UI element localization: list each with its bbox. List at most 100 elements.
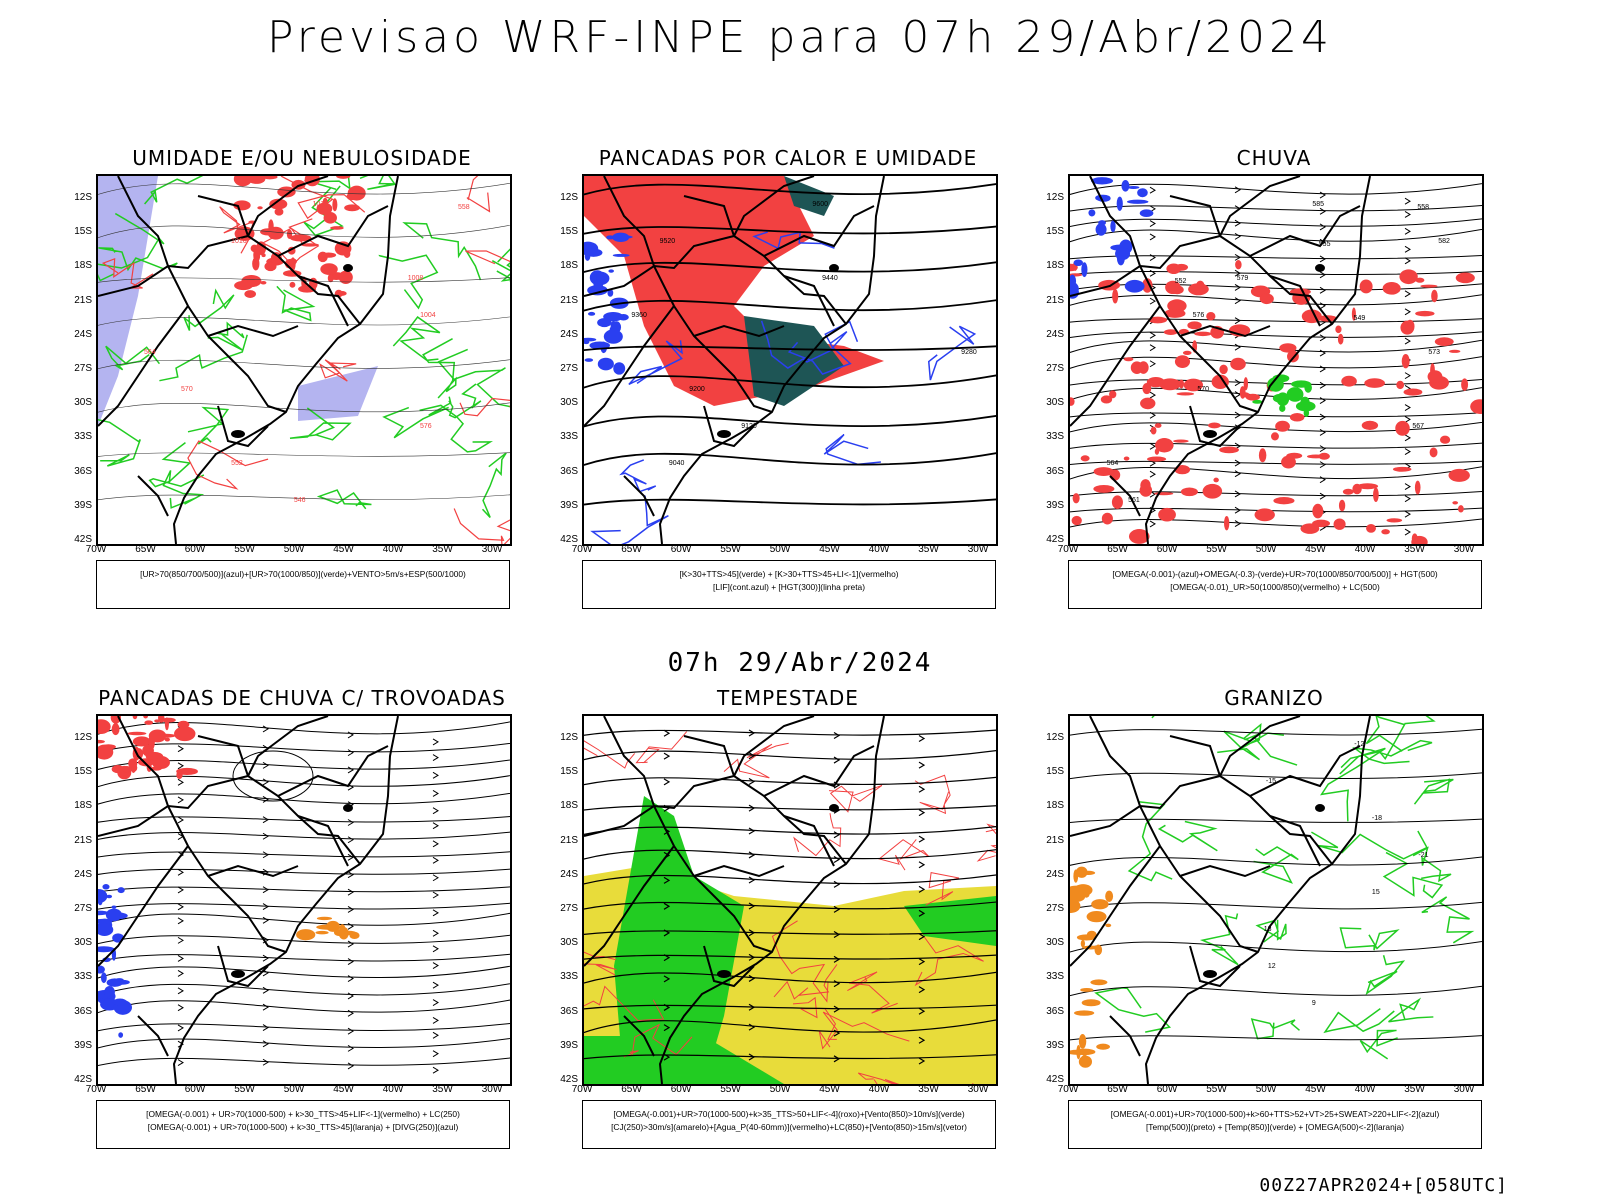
lat-tick-label: 15S (560, 766, 578, 778)
contour-label: 573 (1428, 349, 1440, 356)
lat-tick-label: 21S (1046, 834, 1064, 846)
lat-tick-label: 39S (74, 1039, 92, 1051)
contour-label: 552 (231, 460, 243, 467)
map-area: -12 -15 -18 -21 15 18 12 9 (1068, 714, 1484, 1086)
legend-line: [OMEGA(-0.001)+UR>70(1000-500)+k>60+TTS>… (1110, 1109, 1440, 1119)
streamlines (584, 729, 996, 1065)
panel-legend: [UR>70(850/700/500)](azul)+[UR>70(1000/8… (96, 560, 510, 609)
wind-green-fill (614, 796, 744, 1084)
contour-label: 555 (1319, 241, 1331, 248)
lat-tick-label: 12S (74, 732, 92, 743)
lat-tick-label: 21S (74, 294, 92, 306)
lat-tick-label: 36S (560, 465, 578, 477)
contour-label: 579 (1237, 275, 1249, 282)
contour-label: -18 (1372, 815, 1382, 822)
map-canvas: 9600 9520 9440 9360 9280 9200 9120 9040 (584, 176, 996, 544)
contour-label: 9040 (669, 460, 685, 467)
contour-label: -21 (1418, 852, 1428, 859)
lon-tick-label: 50W (1255, 544, 1277, 555)
contour-label: 567 (1412, 423, 1424, 430)
lon-tick-label: 65W (1107, 1084, 1128, 1095)
map-area (96, 714, 512, 1086)
lat-tick-label: 33S (560, 431, 578, 443)
map-area: 1012 1016 1008 1004 564 570 576 552 546 558 (96, 174, 512, 546)
lat-tick-label: 21S (74, 834, 92, 846)
blue-cells (1070, 177, 1154, 299)
contour-label: 558 (458, 204, 470, 211)
lon-tick-label: 55W (234, 1084, 255, 1095)
lat-tick-label: 33S (560, 971, 578, 983)
lat-tick-label: 36S (560, 1005, 578, 1017)
closed-circulation (232, 750, 314, 802)
legend-line: [UR>70(850/700/500)](azul)+[UR>70(1000/8… (140, 569, 466, 579)
legend-line: [K>30+TTS>45](verde) + [K>30+TTS>45+LI<-… (679, 569, 899, 579)
contour-label: 570 (1197, 386, 1209, 393)
contour-labels: 1012 1016 1008 1004 564 570 576 552 546 558 (144, 201, 470, 504)
legend-line: [OMEGA(-0.001) + UR>70(1000-500) + k>30_… (146, 1109, 460, 1119)
contour-label: 582 (1438, 238, 1450, 245)
legend-line: [LIF](cont.azul) + [HGT(300)](linha pret… (713, 582, 865, 592)
panel-legend: [OMEGA(-0.001) + UR>70(1000-500) + k>30_… (96, 1100, 510, 1149)
panel-title: TEMPESTADE (717, 686, 859, 710)
blue-cells (584, 232, 633, 375)
forecast-panel-4: PANCADAS DE CHUVA C/ TROVOADAS 12S 15S 18S 2… (56, 686, 548, 1172)
lat-tick-label: 18S (74, 800, 92, 812)
legend-line: [OMEGA(-0.01)_UR>50(1000/850)(vermelho) … (1170, 582, 1380, 592)
lon-tick-label: 55W (1206, 544, 1227, 555)
lon-tick-label: 30W (481, 544, 503, 555)
lon-tick-label: 60W (670, 1084, 692, 1095)
lon-tick-label: 70W (1057, 544, 1079, 555)
lon-tick-label: 60W (184, 1084, 206, 1095)
lon-tick-label: 40W (868, 1084, 890, 1095)
coastline-borders (98, 176, 399, 544)
contour-label: 9280 (961, 349, 977, 356)
lon-tick-label: 45W (819, 544, 840, 555)
lon-tick-label: 65W (1107, 544, 1128, 555)
lon-tick-label: 30W (967, 544, 989, 555)
lat-tick-label: 39S (1046, 499, 1064, 511)
legend-line: [CJ(250)>30m/s](amarelo)+[Agua_P(40-60mm… (611, 1122, 967, 1132)
main-title: Previsao WRF-INPE para 07h 29/Abr/2024 (266, 12, 1333, 63)
lon-tick-label: 30W (1453, 544, 1475, 555)
lat-tick-label: 24S (74, 868, 92, 880)
contour-label: 546 (294, 497, 306, 504)
lat-tick-label: 39S (1046, 1039, 1064, 1051)
red-instability-fill (584, 176, 884, 406)
contour-labels: -12 -15 -18 -21 15 18 12 9 (1264, 741, 1429, 1007)
contour-label: 9600 (812, 201, 828, 208)
contour-label: 1008 (408, 275, 424, 282)
lon-tick-label: 50W (283, 544, 305, 555)
orange-cells (1070, 866, 1114, 1068)
contour-label: 18 (1264, 926, 1272, 933)
lon-tick-label: 35W (1404, 1084, 1425, 1095)
lat-tick-label: 18S (74, 260, 92, 272)
contour-label: 558 (1417, 204, 1429, 211)
forecast-panel-6: GRANIZO -12 -15 -18 -21 15 18 12 9 12S 15S 18S 21S 24… (1028, 686, 1520, 1172)
contour-label: 564 (1107, 460, 1119, 467)
lon-tick-label: 40W (1354, 1084, 1376, 1095)
lon-tick-label: 35W (918, 544, 939, 555)
contour-label: 12 (1268, 963, 1276, 970)
lat-tick-label: 12S (560, 732, 578, 743)
lat-tick-label: 42S (74, 1074, 92, 1085)
legend-line: [OMEGA(-0.001)-(azul)+OMEGA(-0.3)-(verde… (1112, 569, 1438, 579)
lon-tick-label: 65W (135, 544, 156, 555)
lat-tick-label: 36S (74, 465, 92, 477)
lat-tick-label: 33S (74, 971, 92, 983)
lon-tick-label: 70W (85, 544, 107, 555)
legend-line: [Temp(500)](preto) + [Temp(850)](verde) … (1145, 1122, 1405, 1132)
lat-tick-label: 21S (560, 294, 578, 306)
lat-tick-label: 33S (1046, 971, 1064, 983)
lat-tick-label: 15S (1046, 226, 1064, 238)
lat-tick-label: 12S (1046, 732, 1064, 743)
lat-tick-label: 12S (560, 192, 578, 203)
lat-tick-label: 30S (74, 937, 92, 949)
lat-tick-label: 39S (74, 499, 92, 511)
streamlines (1070, 728, 1482, 1041)
run-timestamp: 00Z27APR2024+[058UTC] (1259, 1175, 1508, 1196)
contour-label: 9360 (631, 312, 647, 319)
contour-label: 9440 (822, 275, 838, 282)
lat-tick-label: 27S (1046, 903, 1064, 914)
contour-label: 561 (1128, 497, 1140, 504)
map-canvas: -12 -15 -18 -21 15 18 12 9 (1070, 716, 1482, 1084)
